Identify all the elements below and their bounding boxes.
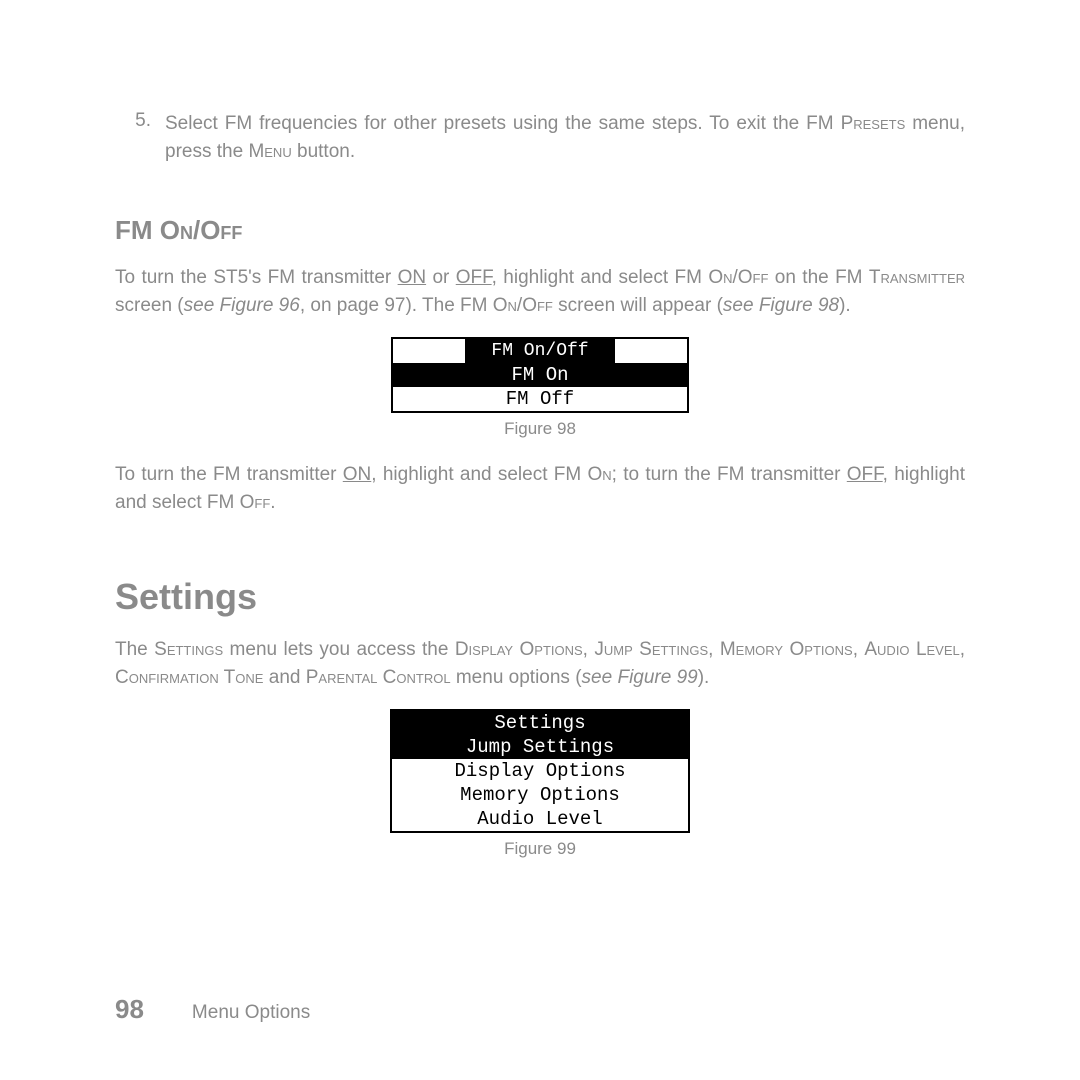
page-footer: 98 Menu Options xyxy=(115,994,310,1025)
text: or xyxy=(426,267,456,288)
text-sc: On/Off xyxy=(708,267,768,288)
heading-fm-onoff: FM On/Off xyxy=(115,215,965,246)
text: on the FM xyxy=(768,267,868,288)
text: , highlight and select FM xyxy=(371,464,587,485)
text: , xyxy=(583,639,595,660)
screen-title: Settings xyxy=(392,711,688,735)
paragraph-fm-instruct: To turn the FM transmitter ON, highlight… xyxy=(115,461,965,516)
page-number: 98 xyxy=(115,994,144,1025)
figure-99-caption: Figure 99 xyxy=(115,839,965,859)
screen-title-bar: FM On/Off xyxy=(393,339,687,363)
text: To turn the FM transmitter xyxy=(115,464,343,485)
text-underline: ON xyxy=(398,267,427,288)
text: ). xyxy=(839,295,851,316)
menu-item-jump-settings: Jump Settings xyxy=(392,735,688,759)
text-sc: Confirmation Tone xyxy=(115,667,263,688)
text: and xyxy=(263,667,305,688)
text: , xyxy=(960,639,965,660)
step-5: 5. Select FM frequencies for other prese… xyxy=(115,110,965,165)
text: The xyxy=(115,639,154,660)
text: To turn the ST5's FM transmitter xyxy=(115,267,398,288)
text-underline: ON xyxy=(343,464,372,485)
text-italic: see Figure 98 xyxy=(723,295,839,316)
text-sc: Parental Control xyxy=(306,667,451,688)
text-sc: Presets xyxy=(841,113,906,134)
text-underline: OFF xyxy=(847,464,883,485)
step-text: Select FM frequencies for other presets … xyxy=(165,110,965,165)
text: ). xyxy=(698,667,710,688)
screen-title: FM On/Off xyxy=(465,339,614,363)
menu-item-memory-options: Memory Options xyxy=(392,783,688,807)
text: , highlight and select FM xyxy=(492,267,709,288)
step-number: 5. xyxy=(115,110,165,165)
paragraph-settings-intro: The Settings menu lets you access the Di… xyxy=(115,636,965,691)
text-sc: Jump Settings xyxy=(594,639,708,660)
text-italic: see Figure 96 xyxy=(184,295,300,316)
figure-98-caption: Figure 98 xyxy=(115,419,965,439)
text-italic: see Figure 99 xyxy=(582,667,698,688)
menu-item-fm-on: FM On xyxy=(393,363,687,387)
text-sc: Audio Level xyxy=(864,639,959,660)
text-sc: Memory Options xyxy=(720,639,853,660)
text: menu lets you access the xyxy=(223,639,455,660)
section-name: Menu Options xyxy=(192,1002,310,1024)
heading-settings: Settings xyxy=(115,576,965,618)
figure-99-screen: Settings Jump Settings Display Options M… xyxy=(390,709,690,833)
text-underline: OFF xyxy=(456,267,492,288)
text-sc: Off xyxy=(240,492,271,513)
text-sc: On/Off xyxy=(493,295,553,316)
text: ; to turn the FM transmitter xyxy=(612,464,847,485)
text: . xyxy=(270,492,275,513)
text: , xyxy=(708,639,720,660)
text-sc: On xyxy=(588,464,612,485)
figure-98-screen: FM On/Off FM On FM Off xyxy=(391,337,689,413)
text: button. xyxy=(292,141,355,162)
menu-item-audio-level: Audio Level xyxy=(392,807,688,831)
paragraph-fm-intro: To turn the ST5's FM transmitter ON or O… xyxy=(115,264,965,319)
text: Select FM frequencies for other presets … xyxy=(165,113,841,134)
text-sc: Display Options xyxy=(455,639,583,660)
text: screen will appear ( xyxy=(553,295,723,316)
text: , xyxy=(853,639,865,660)
text-sc: Menu xyxy=(248,141,291,162)
text-sc: Settings xyxy=(154,639,223,660)
text: menu options ( xyxy=(451,667,582,688)
text: screen ( xyxy=(115,295,184,316)
text: , on page 97). The FM xyxy=(300,295,493,316)
menu-item-fm-off: FM Off xyxy=(393,387,687,411)
menu-item-display-options: Display Options xyxy=(392,759,688,783)
text-sc: Transmitter xyxy=(869,267,965,288)
